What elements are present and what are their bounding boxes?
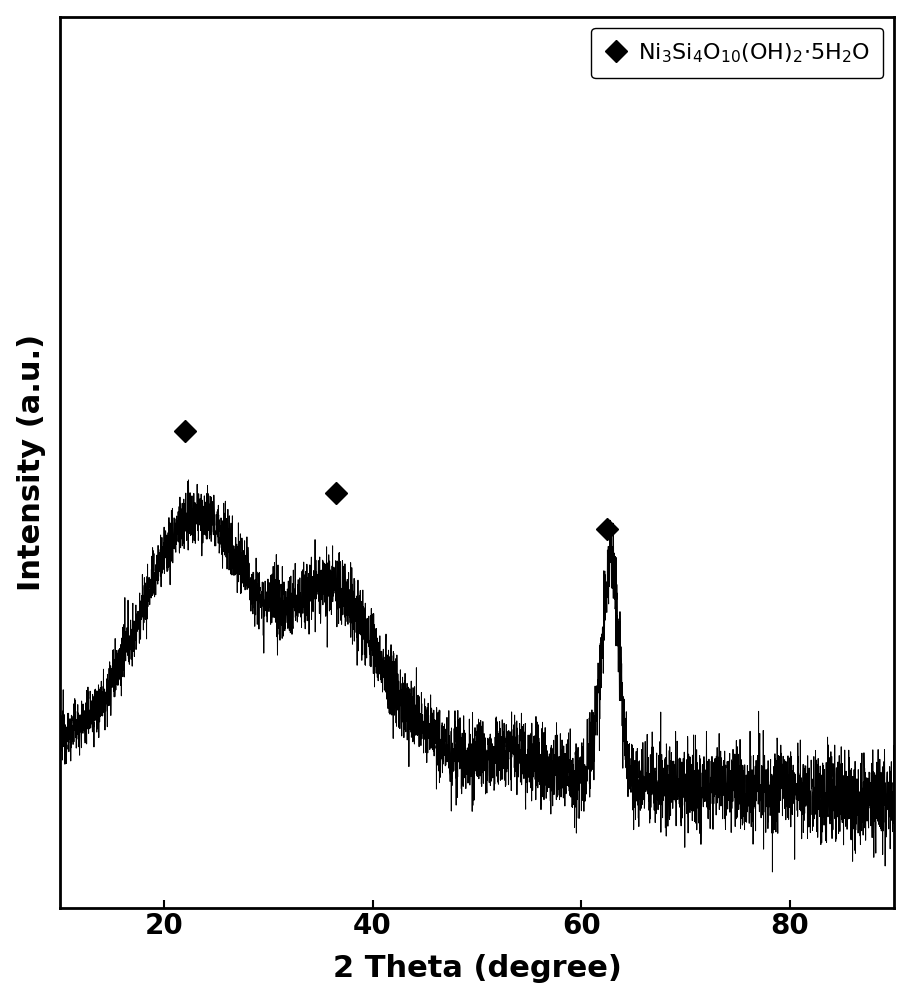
Y-axis label: Intensity (a.u.): Intensity (a.u.) (16, 334, 46, 591)
X-axis label: 2 Theta (degree): 2 Theta (degree) (333, 954, 621, 983)
Legend: $\mathrm{Ni_3Si_4O_{10}(OH)_2{\cdot}5H_2O}$: $\mathrm{Ni_3Si_4O_{10}(OH)_2{\cdot}5H_2… (591, 28, 884, 78)
